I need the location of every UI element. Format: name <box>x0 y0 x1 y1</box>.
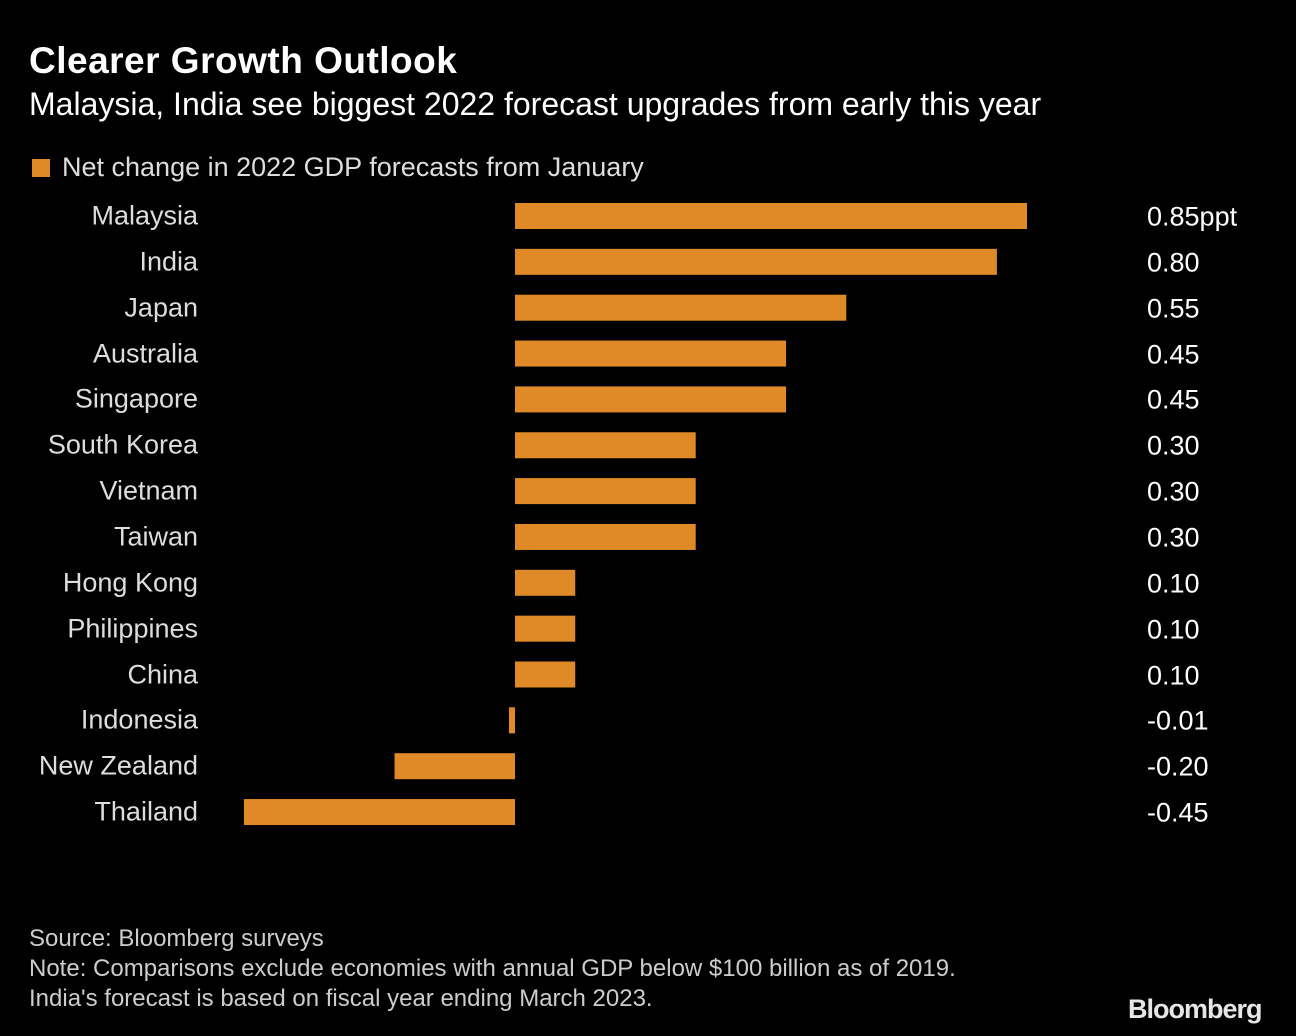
category-label: Hong Kong <box>62 567 198 598</box>
bar-hong-kong <box>515 569 576 596</box>
data-label: 0.10 <box>1147 568 1200 599</box>
bar-japan <box>515 294 847 321</box>
data-label: 0.10 <box>1147 660 1200 690</box>
category-label: Taiwan <box>113 521 198 552</box>
data-label: -0.20 <box>1147 751 1209 782</box>
category-label: New Zealand <box>38 750 198 781</box>
bar-new-zealand <box>394 753 515 780</box>
category-label: Australia <box>92 338 198 369</box>
category-label: Indonesia <box>80 704 198 735</box>
category-label: India <box>139 246 198 277</box>
bar-thailand <box>243 799 516 826</box>
data-label: 0.30 <box>1147 522 1200 553</box>
legend-swatch <box>32 158 50 177</box>
bar-indonesia <box>508 707 515 734</box>
data-label: 0.30 <box>1147 430 1200 461</box>
category-label: Philippines <box>67 613 198 644</box>
legend-label: Net change in 2022 GDP forecasts from Ja… <box>62 152 644 182</box>
bar-malaysia <box>515 203 1027 229</box>
bar-taiwan <box>515 523 696 550</box>
legend: Net change in 2022 GDP forecasts from Ja… <box>32 152 644 183</box>
bloomberg-logo: Bloomberg <box>1128 994 1263 1024</box>
bar-australia <box>515 340 787 367</box>
bar-philippines <box>515 615 576 642</box>
data-label: 0.30 <box>1147 476 1200 507</box>
data-label: -0.01 <box>1147 705 1209 736</box>
bar-south-korea <box>515 432 696 459</box>
category-label: China <box>127 659 198 689</box>
category-label: Malaysia <box>91 200 198 231</box>
bar-vietnam <box>515 478 696 505</box>
data-label: 0.10 <box>1147 614 1200 645</box>
chart-subtitle: Malaysia, India see biggest 2022 forecas… <box>29 86 1042 122</box>
bar-singapore <box>515 386 787 413</box>
data-label: 0.45 <box>1147 384 1200 415</box>
data-label: 0.85ppt <box>1147 201 1238 232</box>
data-label: -0.45 <box>1147 797 1209 828</box>
source-text: Source: Bloomberg surveys <box>29 925 324 952</box>
footer: Source: Bloomberg surveys Note: Comparis… <box>29 924 1029 1014</box>
category-label: South Korea <box>47 429 198 460</box>
data-label: 0.55 <box>1147 293 1200 324</box>
category-label: Vietnam <box>99 475 198 506</box>
note-text: Note: Comparisons exclude economies with… <box>29 955 956 1012</box>
data-label: 0.80 <box>1147 247 1200 278</box>
bar-india <box>515 248 997 275</box>
category-label: Singapore <box>74 383 198 414</box>
category-label: Japan <box>124 292 198 323</box>
bar-china <box>515 661 576 688</box>
chart-title: Clearer Growth Outlook <box>29 40 458 81</box>
category-label: Thailand <box>94 796 198 827</box>
data-label: 0.45 <box>1147 339 1200 370</box>
